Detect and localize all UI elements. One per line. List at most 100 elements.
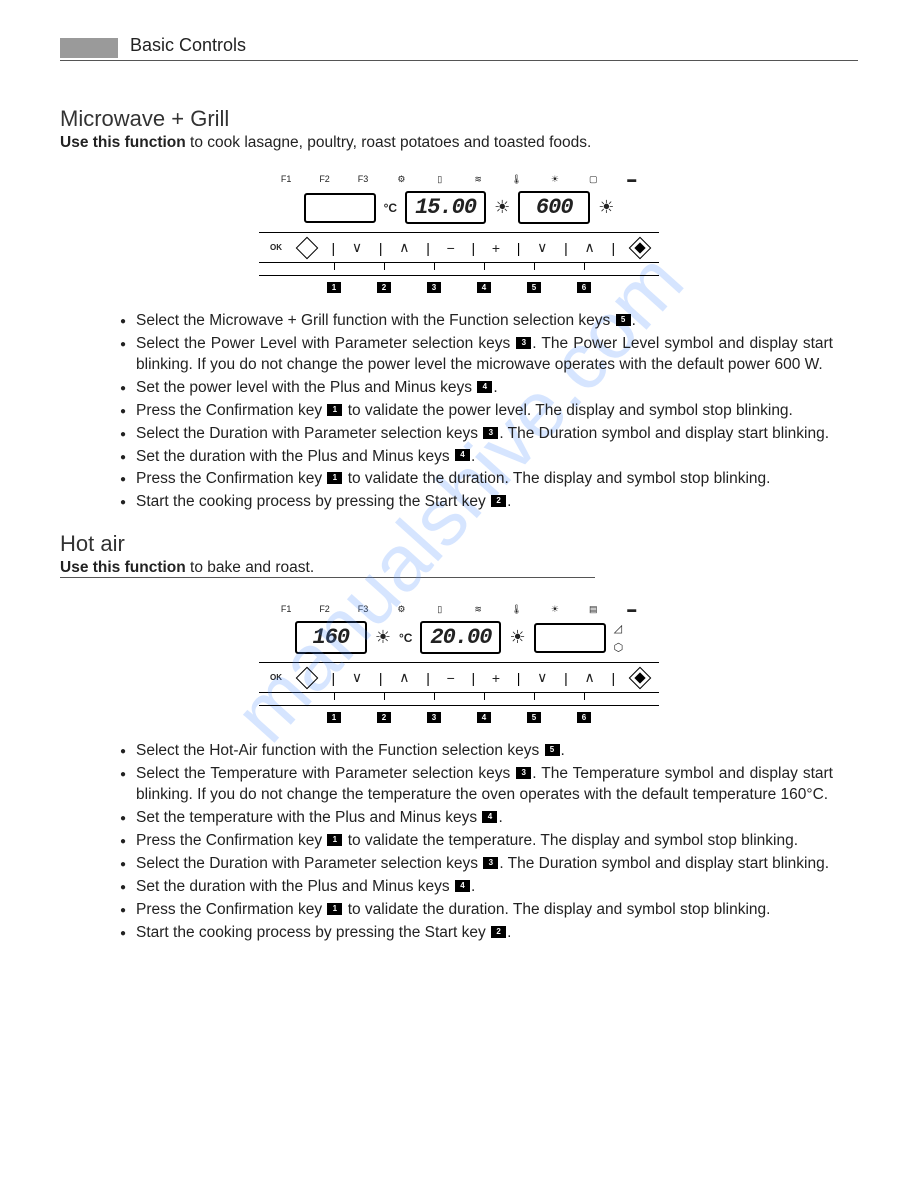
separator: |	[423, 670, 433, 686]
control-symbol: ∨	[534, 239, 550, 256]
section1-bullets: Select the Microwave + Grill function wi…	[60, 311, 858, 513]
panel-mode-icon: 🌡	[509, 604, 525, 615]
panel2-side-icons: ◿ ⬡	[614, 622, 624, 654]
use-bold: Use this function	[60, 134, 186, 151]
panel1-nums: 123456	[259, 275, 659, 293]
manual-page: manualshive.com Basic Controls Microwave…	[0, 0, 918, 986]
key-ref-3: 3	[483, 427, 498, 439]
panel-mode-icon: ▬	[624, 174, 640, 185]
temp-unit-icon-2: °C	[399, 631, 412, 645]
panel1-left-display	[304, 193, 376, 223]
control-panel-2: F1F2F3⚙▯≋🌡☀▤▬ 160 ☀ °C 20.00 ☀ ◿ ⬡ OK|∨|…	[259, 596, 659, 723]
instruction-item: Select the Power Level with Parameter se…	[120, 334, 833, 376]
instruction-item: Set the power level with the Plus and Mi…	[120, 378, 833, 399]
section1-title: Microwave + Grill	[60, 106, 858, 132]
key-number-5: 5	[527, 712, 541, 723]
panel-mode-icon: F1	[278, 174, 294, 185]
key-ref-1: 1	[327, 472, 342, 484]
panel-mode-icon: ▢	[585, 174, 601, 185]
use-rest: to cook lasagne, poultry, roast potatoes…	[186, 134, 592, 151]
panel-mode-icon: ▯	[432, 604, 448, 615]
instruction-item: Select the Hot-Air function with the Fun…	[120, 741, 833, 762]
instruction-item: Set the duration with the Plus and Minus…	[120, 447, 833, 468]
tick-mark	[534, 263, 535, 270]
panel1-ticks	[259, 263, 659, 271]
separator: |	[514, 670, 524, 686]
control-symbol: +	[489, 670, 503, 686]
panel2-left-display: 160	[295, 621, 367, 654]
stop-diamond-icon	[629, 668, 651, 687]
panel-mode-icon: ⚙	[393, 604, 409, 615]
use-rest-2: to bake and roast.	[186, 559, 314, 576]
ok-label: OK	[267, 243, 285, 252]
separator: |	[376, 670, 386, 686]
separator: |	[609, 670, 619, 686]
key-ref-5: 5	[545, 744, 560, 756]
temp-sun-icon: ☀	[375, 627, 391, 648]
section1-use-line: Use this function to cook lasagne, poult…	[60, 134, 858, 152]
control-symbol: −	[444, 670, 458, 686]
child-lock-icon: ⬡	[614, 641, 624, 654]
control-symbol: ∨	[349, 239, 365, 256]
start-diamond-icon	[296, 238, 318, 257]
clock-sun-icon-2: ☀	[509, 627, 525, 648]
start-diamond-icon	[296, 668, 318, 687]
ok-label: OK	[267, 673, 285, 682]
control-symbol: ∨	[349, 669, 365, 686]
panel1-right-display: 600	[518, 191, 590, 224]
page-header: Basic Controls	[60, 35, 858, 61]
key-number-6: 6	[577, 712, 591, 723]
separator: |	[328, 240, 338, 256]
control-symbol: +	[489, 240, 503, 256]
control-symbol: ∨	[534, 669, 550, 686]
panel-mode-icon: ☀	[547, 604, 563, 615]
key-ref-5: 5	[616, 314, 631, 326]
instruction-item: Press the Confirmation key 1 to validate…	[120, 831, 833, 852]
section2-bullets: Select the Hot-Air function with the Fun…	[60, 741, 858, 943]
panel2-mid-display: 20.00	[420, 621, 501, 654]
key-ref-4: 4	[455, 449, 470, 461]
panel-mode-icon: F1	[278, 604, 294, 615]
header-title: Basic Controls	[118, 35, 246, 60]
separator: |	[423, 240, 433, 256]
separator: |	[609, 240, 619, 256]
instruction-item: Press the Confirmation key 1 to validate…	[120, 900, 833, 921]
instruction-item: Start the cooking process by pressing th…	[120, 492, 833, 513]
control-symbol: ∧	[582, 669, 598, 686]
section2-use-line: Use this function to bake and roast.	[60, 559, 858, 577]
instruction-item: Select the Temperature with Parameter se…	[120, 764, 833, 806]
lock-icon: ◿	[614, 622, 624, 635]
instruction-item: Set the duration with the Plus and Minus…	[120, 877, 833, 898]
panel-mode-icon: F3	[355, 604, 371, 615]
panel1-mid-display: 15.00	[405, 191, 486, 224]
separator: |	[514, 240, 524, 256]
instruction-item: Select the Duration with Parameter selec…	[120, 854, 833, 875]
panel2-displays: 160 ☀ °C 20.00 ☀ ◿ ⬡	[259, 621, 659, 654]
panel-mode-icon: F3	[355, 174, 371, 185]
key-number-2: 2	[377, 282, 391, 293]
stop-diamond-icon	[629, 238, 651, 257]
tick-mark	[384, 693, 385, 700]
key-number-5: 5	[527, 282, 541, 293]
tick-mark	[334, 693, 335, 700]
panel-mode-icon: ▤	[585, 604, 601, 615]
separator: |	[468, 240, 478, 256]
panel-mode-icon: ▯	[432, 174, 448, 185]
instruction-item: Select the Microwave + Grill function wi…	[120, 311, 833, 332]
control-symbol: −	[444, 240, 458, 256]
instruction-item: Set the temperature with the Plus and Mi…	[120, 808, 833, 829]
panel-mode-icon: F2	[317, 174, 333, 185]
control-symbol: ∧	[396, 239, 412, 256]
panel2-top-icons: F1F2F3⚙▯≋🌡☀▤▬	[259, 604, 659, 615]
clock-sun-icon: ☀	[494, 197, 510, 218]
key-ref-4: 4	[455, 880, 470, 892]
key-ref-4: 4	[477, 381, 492, 393]
panel-mode-icon: ≋	[470, 174, 486, 185]
key-number-1: 1	[327, 712, 341, 723]
key-ref-2: 2	[491, 495, 506, 507]
header-index-block	[60, 38, 118, 58]
key-ref-2: 2	[491, 926, 506, 938]
power-sun-icon: ☀	[598, 197, 614, 218]
panel-mode-icon: ⚙	[393, 174, 409, 185]
panel2-right-display	[534, 623, 606, 653]
